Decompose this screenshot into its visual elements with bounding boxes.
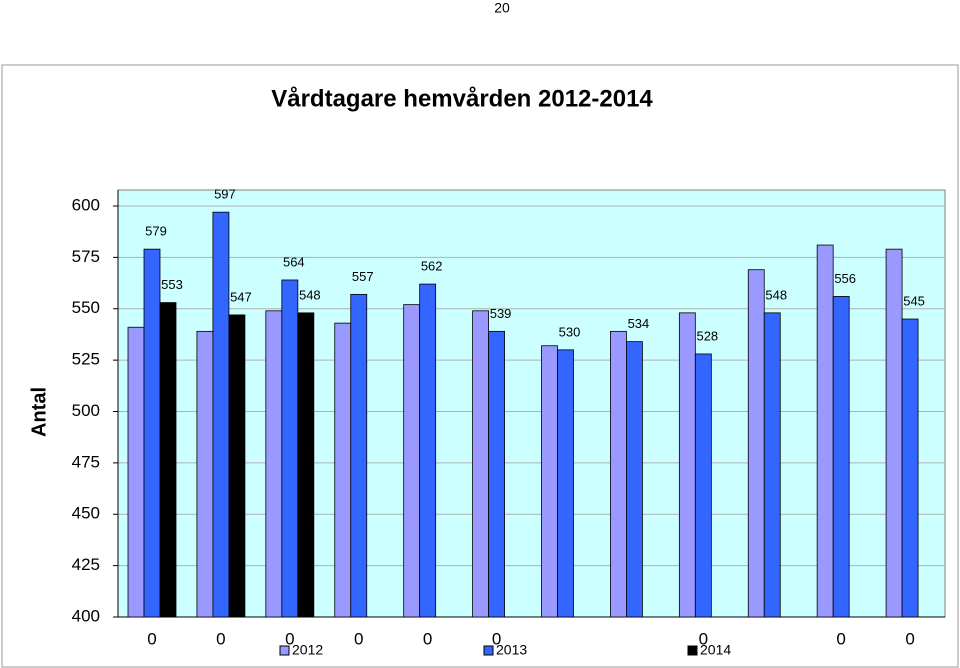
bar: [350, 293, 368, 618]
bar: [678, 312, 696, 618]
bar: [626, 341, 643, 618]
data-label: 534: [628, 316, 650, 331]
plot-area: [117, 189, 946, 618]
y-tick-label: 575: [72, 247, 100, 266]
bar: [297, 312, 315, 618]
data-label: 539: [490, 306, 512, 321]
y-tick-label: 525: [72, 350, 100, 369]
y-tick-label: 450: [72, 504, 100, 523]
data-label: 579: [145, 224, 167, 239]
bar: [143, 248, 161, 618]
bar: [610, 330, 627, 618]
data-label: 548: [299, 287, 321, 302]
x-tick-label: 0: [423, 629, 432, 648]
bar: [196, 330, 214, 618]
y-tick-label: 400: [72, 606, 100, 625]
legend-swatch: [483, 645, 494, 656]
data-label: 562: [421, 259, 443, 274]
legend-label: 2014: [700, 642, 731, 658]
bar: [747, 269, 765, 618]
legend-label: 2012: [292, 642, 323, 658]
bar: [816, 244, 834, 618]
bar: [228, 314, 246, 618]
data-label: 564: [283, 254, 305, 269]
bar: [488, 330, 505, 618]
bar: [694, 353, 712, 618]
legend-swatch: [279, 645, 290, 656]
bar: [763, 312, 781, 618]
bar: [159, 302, 177, 618]
x-tick-label: 0: [147, 629, 156, 648]
legend-label: 2013: [496, 642, 527, 658]
data-label: 597: [214, 187, 236, 202]
bar: [472, 310, 489, 618]
bar: [281, 279, 299, 618]
bar: [127, 326, 145, 618]
x-tick-label: 0: [216, 629, 225, 648]
bar: [901, 318, 919, 618]
bar: [212, 211, 230, 618]
bar: [885, 248, 903, 618]
data-label: 530: [559, 324, 581, 339]
x-tick-label: 0: [836, 629, 845, 648]
y-tick-label: 600: [72, 195, 100, 214]
y-tick-label: 475: [72, 452, 100, 471]
bar: [403, 304, 421, 618]
bar: [334, 322, 352, 618]
bar: [832, 296, 850, 618]
x-tick-label: 0: [492, 629, 501, 648]
data-label: 553: [161, 277, 183, 292]
legend-swatch: [687, 645, 698, 656]
y-tick-label: 550: [72, 298, 100, 317]
data-label: 556: [834, 271, 856, 286]
data-label: 528: [696, 328, 718, 343]
bar: [265, 310, 283, 618]
y-tick-label: 425: [72, 555, 100, 574]
bar: [557, 349, 574, 618]
bar: [419, 283, 437, 618]
data-label: 545: [903, 293, 925, 308]
x-tick-label: 0: [905, 629, 914, 648]
data-label: 557: [352, 269, 374, 284]
x-tick-label: 0: [285, 629, 294, 648]
y-axis-label: Antal: [28, 387, 50, 437]
x-tick-label: 0: [354, 629, 363, 648]
bar: [541, 345, 558, 618]
y-tick-label: 500: [72, 401, 100, 420]
x-tick-label: 0: [699, 629, 708, 648]
data-label: 547: [230, 289, 252, 304]
data-label: 548: [765, 287, 787, 302]
page-number: 20: [494, 0, 510, 16]
chart-title: Vårdtagare hemvården 2012-2014: [271, 85, 653, 112]
